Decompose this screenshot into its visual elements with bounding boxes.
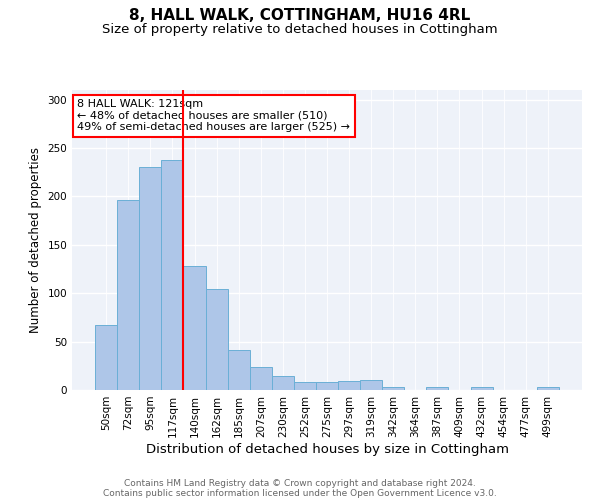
Bar: [272, 376, 294, 390]
Bar: [382, 387, 404, 390]
Bar: [139, 168, 161, 390]
Bar: [338, 382, 360, 390]
Bar: [250, 367, 272, 390]
Bar: [227, 350, 250, 390]
Text: Contains HM Land Registry data © Crown copyright and database right 2024.: Contains HM Land Registry data © Crown c…: [124, 478, 476, 488]
Text: 8, HALL WALK, COTTINGHAM, HU16 4RL: 8, HALL WALK, COTTINGHAM, HU16 4RL: [130, 8, 470, 22]
Text: Size of property relative to detached houses in Cottingham: Size of property relative to detached ho…: [102, 22, 498, 36]
Bar: [294, 382, 316, 390]
Bar: [537, 387, 559, 390]
Bar: [117, 200, 139, 390]
Bar: [470, 387, 493, 390]
Bar: [95, 325, 117, 390]
Bar: [184, 266, 206, 390]
Bar: [360, 380, 382, 390]
Text: 8 HALL WALK: 121sqm
← 48% of detached houses are smaller (510)
49% of semi-detac: 8 HALL WALK: 121sqm ← 48% of detached ho…: [77, 99, 350, 132]
Bar: [316, 382, 338, 390]
Bar: [161, 160, 184, 390]
Y-axis label: Number of detached properties: Number of detached properties: [29, 147, 42, 333]
Bar: [206, 290, 227, 390]
Text: Distribution of detached houses by size in Cottingham: Distribution of detached houses by size …: [146, 442, 509, 456]
Text: Contains public sector information licensed under the Open Government Licence v3: Contains public sector information licen…: [103, 488, 497, 498]
Bar: [427, 387, 448, 390]
